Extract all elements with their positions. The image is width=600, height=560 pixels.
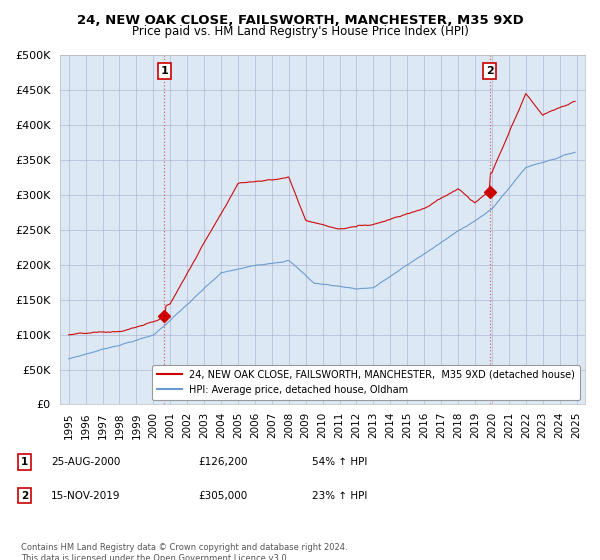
Text: 25-AUG-2000: 25-AUG-2000 [51, 457, 121, 467]
Text: £126,200: £126,200 [198, 457, 248, 467]
Text: 24, NEW OAK CLOSE, FAILSWORTH, MANCHESTER, M35 9XD: 24, NEW OAK CLOSE, FAILSWORTH, MANCHESTE… [77, 14, 523, 27]
Text: 54% ↑ HPI: 54% ↑ HPI [312, 457, 367, 467]
Text: Contains HM Land Registry data © Crown copyright and database right 2024.
This d: Contains HM Land Registry data © Crown c… [21, 543, 347, 560]
Text: 1: 1 [21, 457, 28, 467]
Text: £305,000: £305,000 [198, 491, 247, 501]
Text: 2: 2 [21, 491, 28, 501]
Text: Price paid vs. HM Land Registry's House Price Index (HPI): Price paid vs. HM Land Registry's House … [131, 25, 469, 38]
Text: 2: 2 [486, 66, 494, 76]
Legend: 24, NEW OAK CLOSE, FAILSWORTH, MANCHESTER,  M35 9XD (detached house), HPI: Avera: 24, NEW OAK CLOSE, FAILSWORTH, MANCHESTE… [152, 365, 580, 400]
Text: 23% ↑ HPI: 23% ↑ HPI [312, 491, 367, 501]
Text: 1: 1 [160, 66, 168, 76]
Text: 15-NOV-2019: 15-NOV-2019 [51, 491, 121, 501]
